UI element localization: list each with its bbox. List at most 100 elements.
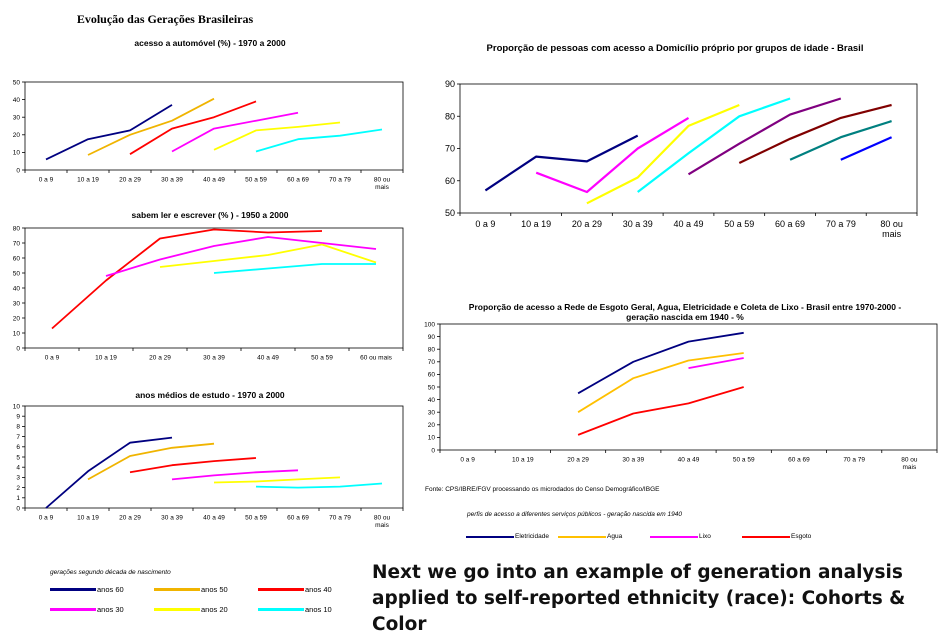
y-tick-label: 40 — [428, 397, 436, 404]
legend-label: Lixo — [699, 533, 711, 540]
series-line-3 — [688, 357, 744, 369]
legend-item: Lixo — [650, 533, 711, 540]
chart-auto-svg: 0 10 20 30 40 50 0 a 9 10 a 19 20 a 29 30 a 39 40 … — [13, 79, 404, 192]
series-line-6 — [255, 482, 383, 489]
series-line-2 — [577, 352, 744, 413]
series-line-3 — [129, 100, 257, 155]
x-tick-label: 30 a 39 — [161, 515, 183, 522]
legend-item: anos 30 — [50, 605, 124, 614]
x-tick-label: 0 a 9 — [460, 457, 475, 464]
y-tick-label: 5 — [16, 454, 20, 461]
slide-bottom-text: Next we go into an example of generation… — [372, 562, 906, 635]
chart-title: acesso a automóvel (%) - 1970 a 2000 — [134, 38, 286, 48]
chart-title: Proporção de acesso a Rede de Esgoto Ger… — [468, 302, 902, 322]
y-tick-label: 2 — [16, 485, 20, 492]
x-tick-label: 20 a 29 — [572, 219, 602, 229]
x-tick-label: 0 a 9 — [475, 219, 495, 229]
y-tick-label: 20 — [13, 132, 21, 139]
series-line-2 — [87, 97, 215, 156]
series-line-2 — [105, 236, 377, 277]
series-line-5 — [213, 476, 341, 484]
y-tick-label: 80 — [428, 346, 436, 353]
x-tick-label: 40 a 49 — [203, 515, 225, 522]
legend-label: anos 50 — [201, 585, 228, 594]
y-tick-label: 9 — [16, 413, 20, 420]
x-tick-label: 40 a 49 — [678, 457, 700, 464]
y-tick-label: 0 — [16, 345, 20, 352]
x-tick-label: 20 a 29 — [567, 457, 589, 464]
x-tick-label: 0 a 9 — [39, 177, 54, 184]
series-line-1 — [51, 228, 323, 330]
series-line-3 — [159, 243, 377, 268]
y-tick-label: 90 — [445, 79, 455, 89]
x-tick-label: 80 ou mais — [374, 515, 391, 530]
source-note: Fonte: CPS/IBRE/FGV processando os micro… — [425, 486, 660, 493]
x-tick-label: 20 a 29 — [119, 177, 141, 184]
legend-item: anos 40 — [258, 585, 332, 594]
y-tick-label: 100 — [424, 321, 435, 328]
series-line-1 — [45, 104, 173, 161]
series-line-3 — [129, 457, 257, 474]
series-line-1 — [577, 331, 744, 395]
series-line-1 — [45, 436, 173, 509]
legend-caption: gerações segundo década de nascimento — [50, 569, 171, 576]
legend-item: Esgoto — [742, 533, 811, 540]
y-tick-label: 1 — [16, 495, 20, 502]
y-tick-label: 60 — [428, 372, 436, 379]
series-line-4 — [213, 263, 376, 274]
x-tick-label: 10 a 19 — [521, 219, 551, 229]
x-tick-label: 20 a 29 — [149, 355, 171, 362]
series-line-4 — [171, 469, 299, 481]
legend-swatch — [50, 608, 96, 611]
chart-domicilio: Proporção de pessoas com acesso a Domicí… — [425, 43, 940, 253]
x-tick-label: 60 a 69 — [788, 457, 810, 464]
legend-swatch — [466, 535, 514, 538]
legend-label: anos 60 — [97, 585, 124, 594]
legend-swatch — [258, 588, 304, 591]
y-tick-label: 20 — [13, 315, 21, 322]
y-tick-label: 40 — [13, 97, 21, 104]
y-tick-label: 60 — [445, 176, 455, 186]
x-tick-label: 30 a 39 — [203, 355, 225, 362]
chart-ler: sabem ler e escrever (% ) - 1950 a 2000 … — [0, 210, 420, 380]
plot-area — [439, 323, 938, 451]
legend-label: Agua — [607, 533, 623, 540]
y-tick-label: 80 — [13, 225, 21, 232]
legend-swatch — [154, 588, 200, 591]
x-tick-label: 60 a 69 — [287, 177, 309, 184]
y-tick-label: 30 — [428, 409, 436, 416]
x-tick-label: 10 a 19 — [95, 355, 117, 362]
chart-estudo-svg: 0 1 2 3 4 5 6 7 8 9 10 0 a 9 10 a 19 20 a 29 30 a 39 40… — [13, 403, 404, 530]
chart-ler-svg: 0 10 20 30 40 50 60 70 80 0 a 9 10 a 19 20 a 29 30 a… — [13, 225, 404, 362]
x-tick-label: 60 a 69 — [287, 515, 309, 522]
y-tick-label: 80 — [445, 111, 455, 121]
series-line-8 — [840, 136, 893, 161]
x-tick-label: 0 a 9 — [45, 355, 60, 362]
y-tick-label: 50 — [13, 79, 21, 86]
y-tick-label: 30 — [13, 114, 21, 121]
plot-area — [24, 81, 404, 171]
x-tick-label: 40 a 49 — [257, 355, 279, 362]
y-tick-label: 10 — [13, 150, 21, 157]
x-tick-label: 60 a 69 — [775, 219, 805, 229]
plot-area — [24, 405, 404, 509]
series-line-1 — [484, 134, 639, 192]
x-tick-label: 50 a 59 — [733, 457, 755, 464]
legend-label: Esgoto — [791, 533, 812, 540]
legend-item: Eletricidade — [466, 533, 549, 540]
chart-servicos-svg: 0 10 20 30 40 50 60 70 80 90 100 0 a 9 10 a 19 20 a 2… — [424, 321, 938, 471]
x-tick-label: 80 ou mais — [374, 177, 391, 192]
x-tick-label: 70 a 79 — [826, 219, 856, 229]
legend-swatch — [154, 608, 200, 611]
legend-item: anos 20 — [154, 605, 228, 614]
right-legend-caption: perfis de acesso a diferentes serviços p… — [467, 511, 682, 518]
chart-servicos: Proporção de acesso a Rede de Esgoto Ger… — [424, 302, 945, 472]
x-tick-label: 50 a 59 — [311, 355, 333, 362]
series-line-2 — [87, 442, 215, 481]
legend-swatch — [50, 588, 96, 591]
legend-label: Eletricidade — [515, 533, 549, 540]
y-tick-label: 70 — [13, 240, 21, 247]
legend-label: anos 30 — [97, 605, 124, 614]
x-tick-label: 50 a 59 — [245, 515, 267, 522]
series-line-4 — [577, 386, 744, 436]
